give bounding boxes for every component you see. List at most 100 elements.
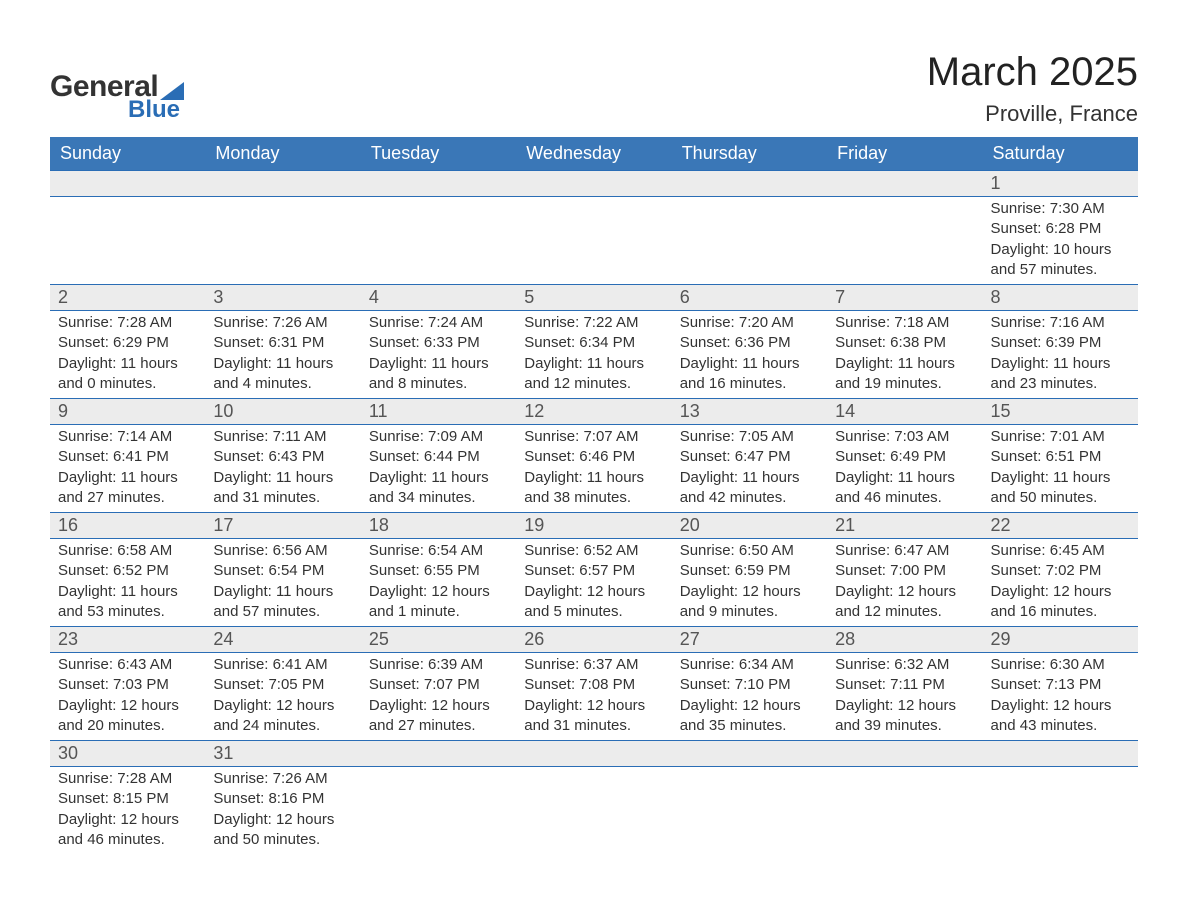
- day-day1: Daylight: 11 hours: [680, 468, 819, 488]
- day-number-cell: [50, 171, 205, 197]
- day-number: 26: [516, 627, 671, 652]
- day-detail-cell: Sunrise: 7:09 AMSunset: 6:44 PMDaylight:…: [361, 425, 516, 513]
- week-daynum-row: 16171819202122: [50, 513, 1138, 539]
- day-number-cell: 30: [50, 741, 205, 767]
- day-detail-cell: [516, 197, 671, 285]
- day-detail: Sunrise: 7:26 AMSunset: 8:16 PMDaylight:…: [205, 767, 360, 854]
- logo-text-blue: Blue: [128, 96, 184, 124]
- day-sunrise: Sunrise: 6:52 AM: [524, 541, 663, 561]
- day-sunrise: Sunrise: 6:39 AM: [369, 655, 508, 675]
- day-day2: and 50 minutes.: [213, 830, 352, 850]
- day-day2: and 4 minutes.: [213, 374, 352, 394]
- day-number-cell: 12: [516, 399, 671, 425]
- day-detail: Sunrise: 6:32 AMSunset: 7:11 PMDaylight:…: [827, 653, 982, 740]
- day-detail: Sunrise: 7:30 AMSunset: 6:28 PMDaylight:…: [983, 197, 1138, 284]
- day-number: [827, 171, 982, 196]
- day-sunset: Sunset: 7:00 PM: [835, 561, 974, 581]
- day-sunset: Sunset: 6:59 PM: [680, 561, 819, 581]
- day-number-cell: [983, 741, 1138, 767]
- day-detail: Sunrise: 6:34 AMSunset: 7:10 PMDaylight:…: [672, 653, 827, 740]
- day-day2: and 23 minutes.: [991, 374, 1130, 394]
- day-number: 27: [672, 627, 827, 652]
- day-sunrise: Sunrise: 6:50 AM: [680, 541, 819, 561]
- day-day2: and 16 minutes.: [991, 602, 1130, 622]
- day-number: 4: [361, 285, 516, 310]
- day-number-cell: 22: [983, 513, 1138, 539]
- day-detail-cell: Sunrise: 6:43 AMSunset: 7:03 PMDaylight:…: [50, 653, 205, 741]
- day-day2: and 12 minutes.: [524, 374, 663, 394]
- day-number: [361, 741, 516, 766]
- day-day2: and 42 minutes.: [680, 488, 819, 508]
- week-detail-row: Sunrise: 7:14 AMSunset: 6:41 PMDaylight:…: [50, 425, 1138, 513]
- week-detail-row: Sunrise: 7:28 AMSunset: 8:15 PMDaylight:…: [50, 767, 1138, 855]
- day-detail: [516, 767, 671, 793]
- day-number: [50, 171, 205, 196]
- day-sunset: Sunset: 6:29 PM: [58, 333, 197, 353]
- day-detail: Sunrise: 7:09 AMSunset: 6:44 PMDaylight:…: [361, 425, 516, 512]
- day-sunset: Sunset: 6:57 PM: [524, 561, 663, 581]
- day-number-cell: 24: [205, 627, 360, 653]
- day-number: 30: [50, 741, 205, 766]
- day-detail-cell: Sunrise: 7:28 AMSunset: 6:29 PMDaylight:…: [50, 311, 205, 399]
- day-detail: Sunrise: 6:52 AMSunset: 6:57 PMDaylight:…: [516, 539, 671, 626]
- day-sunrise: Sunrise: 7:28 AM: [58, 769, 197, 789]
- day-detail: Sunrise: 7:28 AMSunset: 8:15 PMDaylight:…: [50, 767, 205, 854]
- day-day2: and 8 minutes.: [369, 374, 508, 394]
- day-sunrise: Sunrise: 7:03 AM: [835, 427, 974, 447]
- day-header: Friday: [827, 137, 982, 171]
- day-day2: and 27 minutes.: [58, 488, 197, 508]
- day-detail-cell: Sunrise: 7:16 AMSunset: 6:39 PMDaylight:…: [983, 311, 1138, 399]
- day-number: 7: [827, 285, 982, 310]
- day-sunrise: Sunrise: 7:24 AM: [369, 313, 508, 333]
- day-sunrise: Sunrise: 7:09 AM: [369, 427, 508, 447]
- day-detail-cell: Sunrise: 6:50 AMSunset: 6:59 PMDaylight:…: [672, 539, 827, 627]
- day-detail-cell: Sunrise: 7:05 AMSunset: 6:47 PMDaylight:…: [672, 425, 827, 513]
- day-detail: Sunrise: 7:14 AMSunset: 6:41 PMDaylight:…: [50, 425, 205, 512]
- day-detail-cell: Sunrise: 7:22 AMSunset: 6:34 PMDaylight:…: [516, 311, 671, 399]
- day-detail-cell: [205, 197, 360, 285]
- day-sunrise: Sunrise: 7:20 AM: [680, 313, 819, 333]
- day-detail: Sunrise: 6:54 AMSunset: 6:55 PMDaylight:…: [361, 539, 516, 626]
- day-day1: Daylight: 11 hours: [58, 468, 197, 488]
- day-day1: Daylight: 12 hours: [369, 696, 508, 716]
- day-number-cell: 8: [983, 285, 1138, 311]
- day-detail-cell: [50, 197, 205, 285]
- day-sunset: Sunset: 7:11 PM: [835, 675, 974, 695]
- day-sunset: Sunset: 6:28 PM: [991, 219, 1130, 239]
- day-day1: Daylight: 10 hours: [991, 240, 1130, 260]
- day-header-row: SundayMondayTuesdayWednesdayThursdayFrid…: [50, 137, 1138, 171]
- day-number-cell: 27: [672, 627, 827, 653]
- logo: General Blue: [50, 70, 184, 124]
- day-sunset: Sunset: 6:55 PM: [369, 561, 508, 581]
- day-day2: and 57 minutes.: [213, 602, 352, 622]
- day-number: [516, 741, 671, 766]
- day-sunset: Sunset: 6:47 PM: [680, 447, 819, 467]
- day-day1: Daylight: 11 hours: [369, 354, 508, 374]
- day-number-cell: 15: [983, 399, 1138, 425]
- day-number-cell: 20: [672, 513, 827, 539]
- day-number: 28: [827, 627, 982, 652]
- day-number-cell: 11: [361, 399, 516, 425]
- day-number: 10: [205, 399, 360, 424]
- day-number: 12: [516, 399, 671, 424]
- week-daynum-row: 2345678: [50, 285, 1138, 311]
- day-detail: [361, 197, 516, 223]
- day-day2: and 43 minutes.: [991, 716, 1130, 736]
- day-sunrise: Sunrise: 7:16 AM: [991, 313, 1130, 333]
- day-sunrise: Sunrise: 7:01 AM: [991, 427, 1130, 447]
- day-number-cell: 5: [516, 285, 671, 311]
- day-detail-cell: Sunrise: 6:47 AMSunset: 7:00 PMDaylight:…: [827, 539, 982, 627]
- day-number-cell: 13: [672, 399, 827, 425]
- day-detail: Sunrise: 7:18 AMSunset: 6:38 PMDaylight:…: [827, 311, 982, 398]
- day-sunrise: Sunrise: 6:32 AM: [835, 655, 974, 675]
- day-detail: Sunrise: 7:20 AMSunset: 6:36 PMDaylight:…: [672, 311, 827, 398]
- day-day2: and 27 minutes.: [369, 716, 508, 736]
- day-sunset: Sunset: 6:43 PM: [213, 447, 352, 467]
- day-day1: Daylight: 12 hours: [680, 582, 819, 602]
- day-sunset: Sunset: 7:03 PM: [58, 675, 197, 695]
- day-detail-cell: Sunrise: 7:26 AMSunset: 6:31 PMDaylight:…: [205, 311, 360, 399]
- title-block: March 2025 Proville, France: [927, 50, 1138, 127]
- day-day1: Daylight: 11 hours: [524, 468, 663, 488]
- week-detail-row: Sunrise: 6:43 AMSunset: 7:03 PMDaylight:…: [50, 653, 1138, 741]
- day-sunrise: Sunrise: 7:05 AM: [680, 427, 819, 447]
